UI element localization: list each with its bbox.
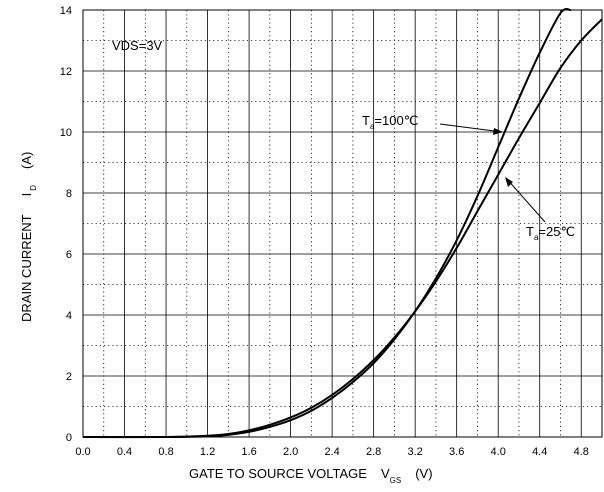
y-axis-title: DRAIN CURRENT ID (A) <box>19 152 38 322</box>
y-axis-title-main: DRAIN CURRENT <box>19 214 34 322</box>
x-tick-label: 0.8 <box>158 446 173 458</box>
y-tick-label: 6 <box>66 249 72 261</box>
x-tick-label: 2.8 <box>366 446 381 458</box>
series-label-25-arrowhead <box>505 177 513 187</box>
y-tick-label: 4 <box>66 310 72 322</box>
x-tick-label: 4.0 <box>491 446 506 458</box>
series-label-100-symbol: T <box>362 113 370 128</box>
x-tick-label: 1.2 <box>200 446 215 458</box>
y-axis-title-symbol: I <box>19 193 34 197</box>
series-curve-100c <box>82 8 572 439</box>
series-label-100-value: =100℃ <box>374 113 418 128</box>
svg-text:Ta=100℃: Ta=100℃ <box>362 113 418 131</box>
series-label-25-subscript: a <box>534 233 539 242</box>
x-axis-title: GATE TO SOURCE VOLTAGE VGS (V) <box>189 466 433 485</box>
y-tick-label: 10 <box>60 127 72 139</box>
series-label-25-symbol: T <box>526 224 534 239</box>
x-axis-title-unit: (V) <box>415 466 432 481</box>
series-label-100-arrowhead <box>493 128 503 135</box>
plot-frame <box>82 9 603 438</box>
series-label-25: Ta=25℃ <box>505 177 575 242</box>
x-tick-label: 4.8 <box>574 446 589 458</box>
x-tick-label: 0.4 <box>117 446 132 458</box>
y-tick-label: 2 <box>66 371 72 383</box>
series-label-100-subscript: a <box>370 122 375 131</box>
series-curve-25c <box>82 18 603 439</box>
y-tick-label: 8 <box>66 188 72 200</box>
series-label-25-value: =25℃ <box>538 224 575 239</box>
y-tick-label: 14 <box>60 5 72 17</box>
x-tick-label: 2.4 <box>324 446 339 458</box>
svg-text:Ta=25℃: Ta=25℃ <box>526 224 575 242</box>
x-tick-labels: 0.0 0.4 0.8 1.2 1.6 2.0 2.4 2.8 3.2 3.6 4.0 4.4 4.8 <box>75 446 589 458</box>
condition-label: VDS=3V <box>112 38 163 53</box>
x-axis-title-subscript: GS <box>390 476 402 485</box>
x-tick-label: 1.6 <box>241 446 256 458</box>
x-axis-title-symbol: V <box>381 466 390 481</box>
x-tick-label: 2.0 <box>283 446 298 458</box>
x-tick-label: 0.0 <box>75 446 90 458</box>
series-label-100-leader <box>439 123 503 133</box>
x-axis-title-main: GATE TO SOURCE VOLTAGE <box>189 466 367 481</box>
curves-layer <box>82 8 603 439</box>
series-label-25-leader <box>505 177 546 223</box>
y-tick-labels: 0 2 4 6 8 10 12 14 <box>60 5 72 444</box>
x-tick-label: 3.6 <box>449 446 464 458</box>
y-tick-label: 0 <box>66 432 72 444</box>
y-axis-title-unit: (A) <box>19 152 34 169</box>
grid-lines <box>83 10 602 437</box>
y-axis-title-subscript: D <box>29 185 38 191</box>
x-tick-label: 3.2 <box>408 446 423 458</box>
y-tick-label: 12 <box>60 66 72 78</box>
series-label-100: Ta=100℃ <box>362 113 503 135</box>
x-tick-label: 4.4 <box>532 446 547 458</box>
